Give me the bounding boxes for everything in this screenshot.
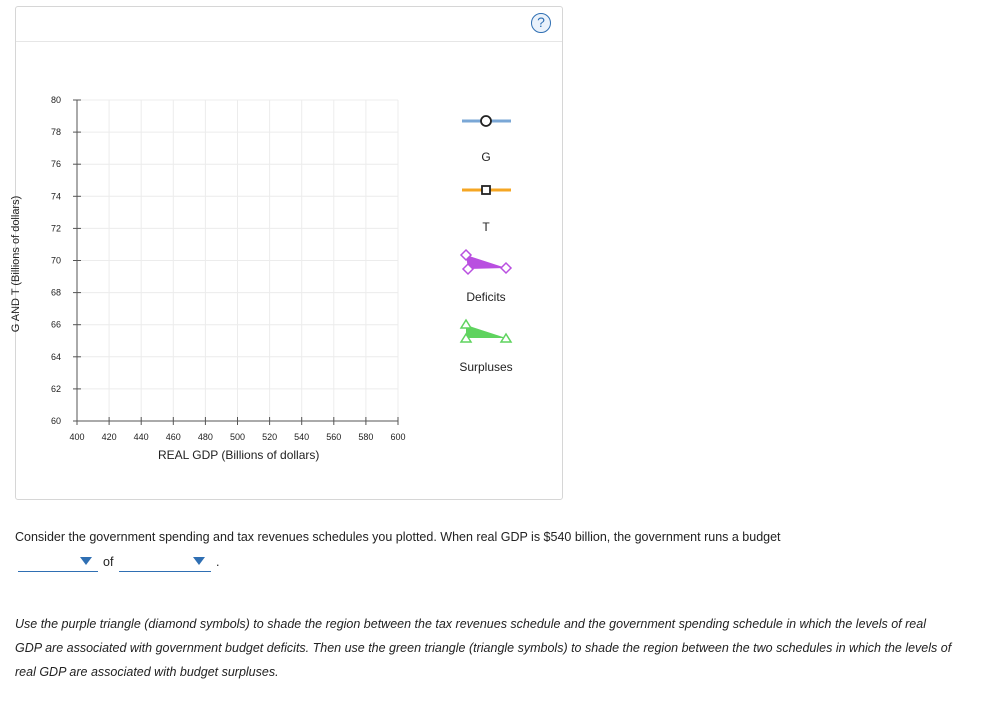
diamond-icon [459, 248, 473, 262]
legend-label-t: T [482, 220, 490, 234]
chevron-down-icon [80, 557, 92, 565]
diamond-icon [499, 261, 513, 275]
chevron-down-icon [193, 557, 205, 565]
legend-label-surpluses: Surpluses [459, 360, 513, 374]
x-tick-label: 560 [326, 432, 341, 442]
x-tick-label: 420 [102, 432, 117, 442]
help-button[interactable]: ? [531, 13, 551, 33]
legend-deficits-tool[interactable] [459, 248, 513, 276]
x-tick-label: 580 [358, 432, 373, 442]
legend-surpluses-tool[interactable] [459, 318, 513, 343]
legend-label-deficits: Deficits [466, 290, 506, 304]
deficits-triangle-icon [466, 255, 506, 269]
triangle-icon [499, 332, 513, 343]
y-tick-label: 74 [51, 191, 61, 201]
y-tick-label: 64 [51, 352, 61, 362]
x-tick-label: 440 [134, 432, 149, 442]
y-tick-label: 66 [51, 320, 61, 330]
y-tick-label: 68 [51, 288, 61, 298]
y-tick-label: 62 [51, 384, 61, 394]
x-tick-label: 600 [390, 432, 405, 442]
legend-g-tool[interactable] [462, 115, 511, 127]
y-tick-label: 60 [51, 416, 61, 426]
x-tick-label: 540 [294, 432, 309, 442]
budget-type-dropdown[interactable] [18, 553, 98, 572]
x-tick-label: 400 [69, 432, 84, 442]
x-tick-label: 460 [166, 432, 181, 442]
surpluses-triangle-icon [466, 325, 506, 338]
graph-panel: ? [15, 6, 563, 500]
x-axis-title: REAL GDP (Billions of dollars) [158, 448, 320, 462]
instructions-text: Use the purple triangle (diamond symbols… [15, 617, 952, 679]
y-tick-label: 70 [51, 256, 61, 266]
of-text: of [103, 555, 114, 569]
diamond-icon [461, 262, 475, 276]
x-tick-label: 520 [262, 432, 277, 442]
tick-labels: 400 420 440 460 480 500 520 540 560 580 600 80 78 76 7… [51, 95, 406, 442]
x-tick-label: 500 [230, 432, 245, 442]
panel-toolbar: ? [16, 7, 562, 42]
triangle-icon [459, 332, 473, 343]
x-tick-label: 480 [198, 432, 213, 442]
legend-t-tool[interactable] [462, 185, 511, 195]
square-marker-icon [481, 185, 491, 195]
grid [77, 99, 399, 421]
period-text: . [216, 555, 220, 569]
legend-label-g: G [481, 150, 491, 164]
circle-marker-icon [480, 115, 492, 127]
y-tick-label: 72 [51, 223, 61, 233]
y-tick-label: 80 [51, 95, 61, 105]
axes [73, 99, 399, 425]
y-tick-label: 76 [51, 159, 61, 169]
budget-amount-dropdown[interactable] [119, 553, 211, 572]
y-tick-label: 78 [51, 127, 61, 137]
triangle-icon [459, 318, 473, 329]
question-text: Consider the government spending and tax… [15, 530, 781, 544]
